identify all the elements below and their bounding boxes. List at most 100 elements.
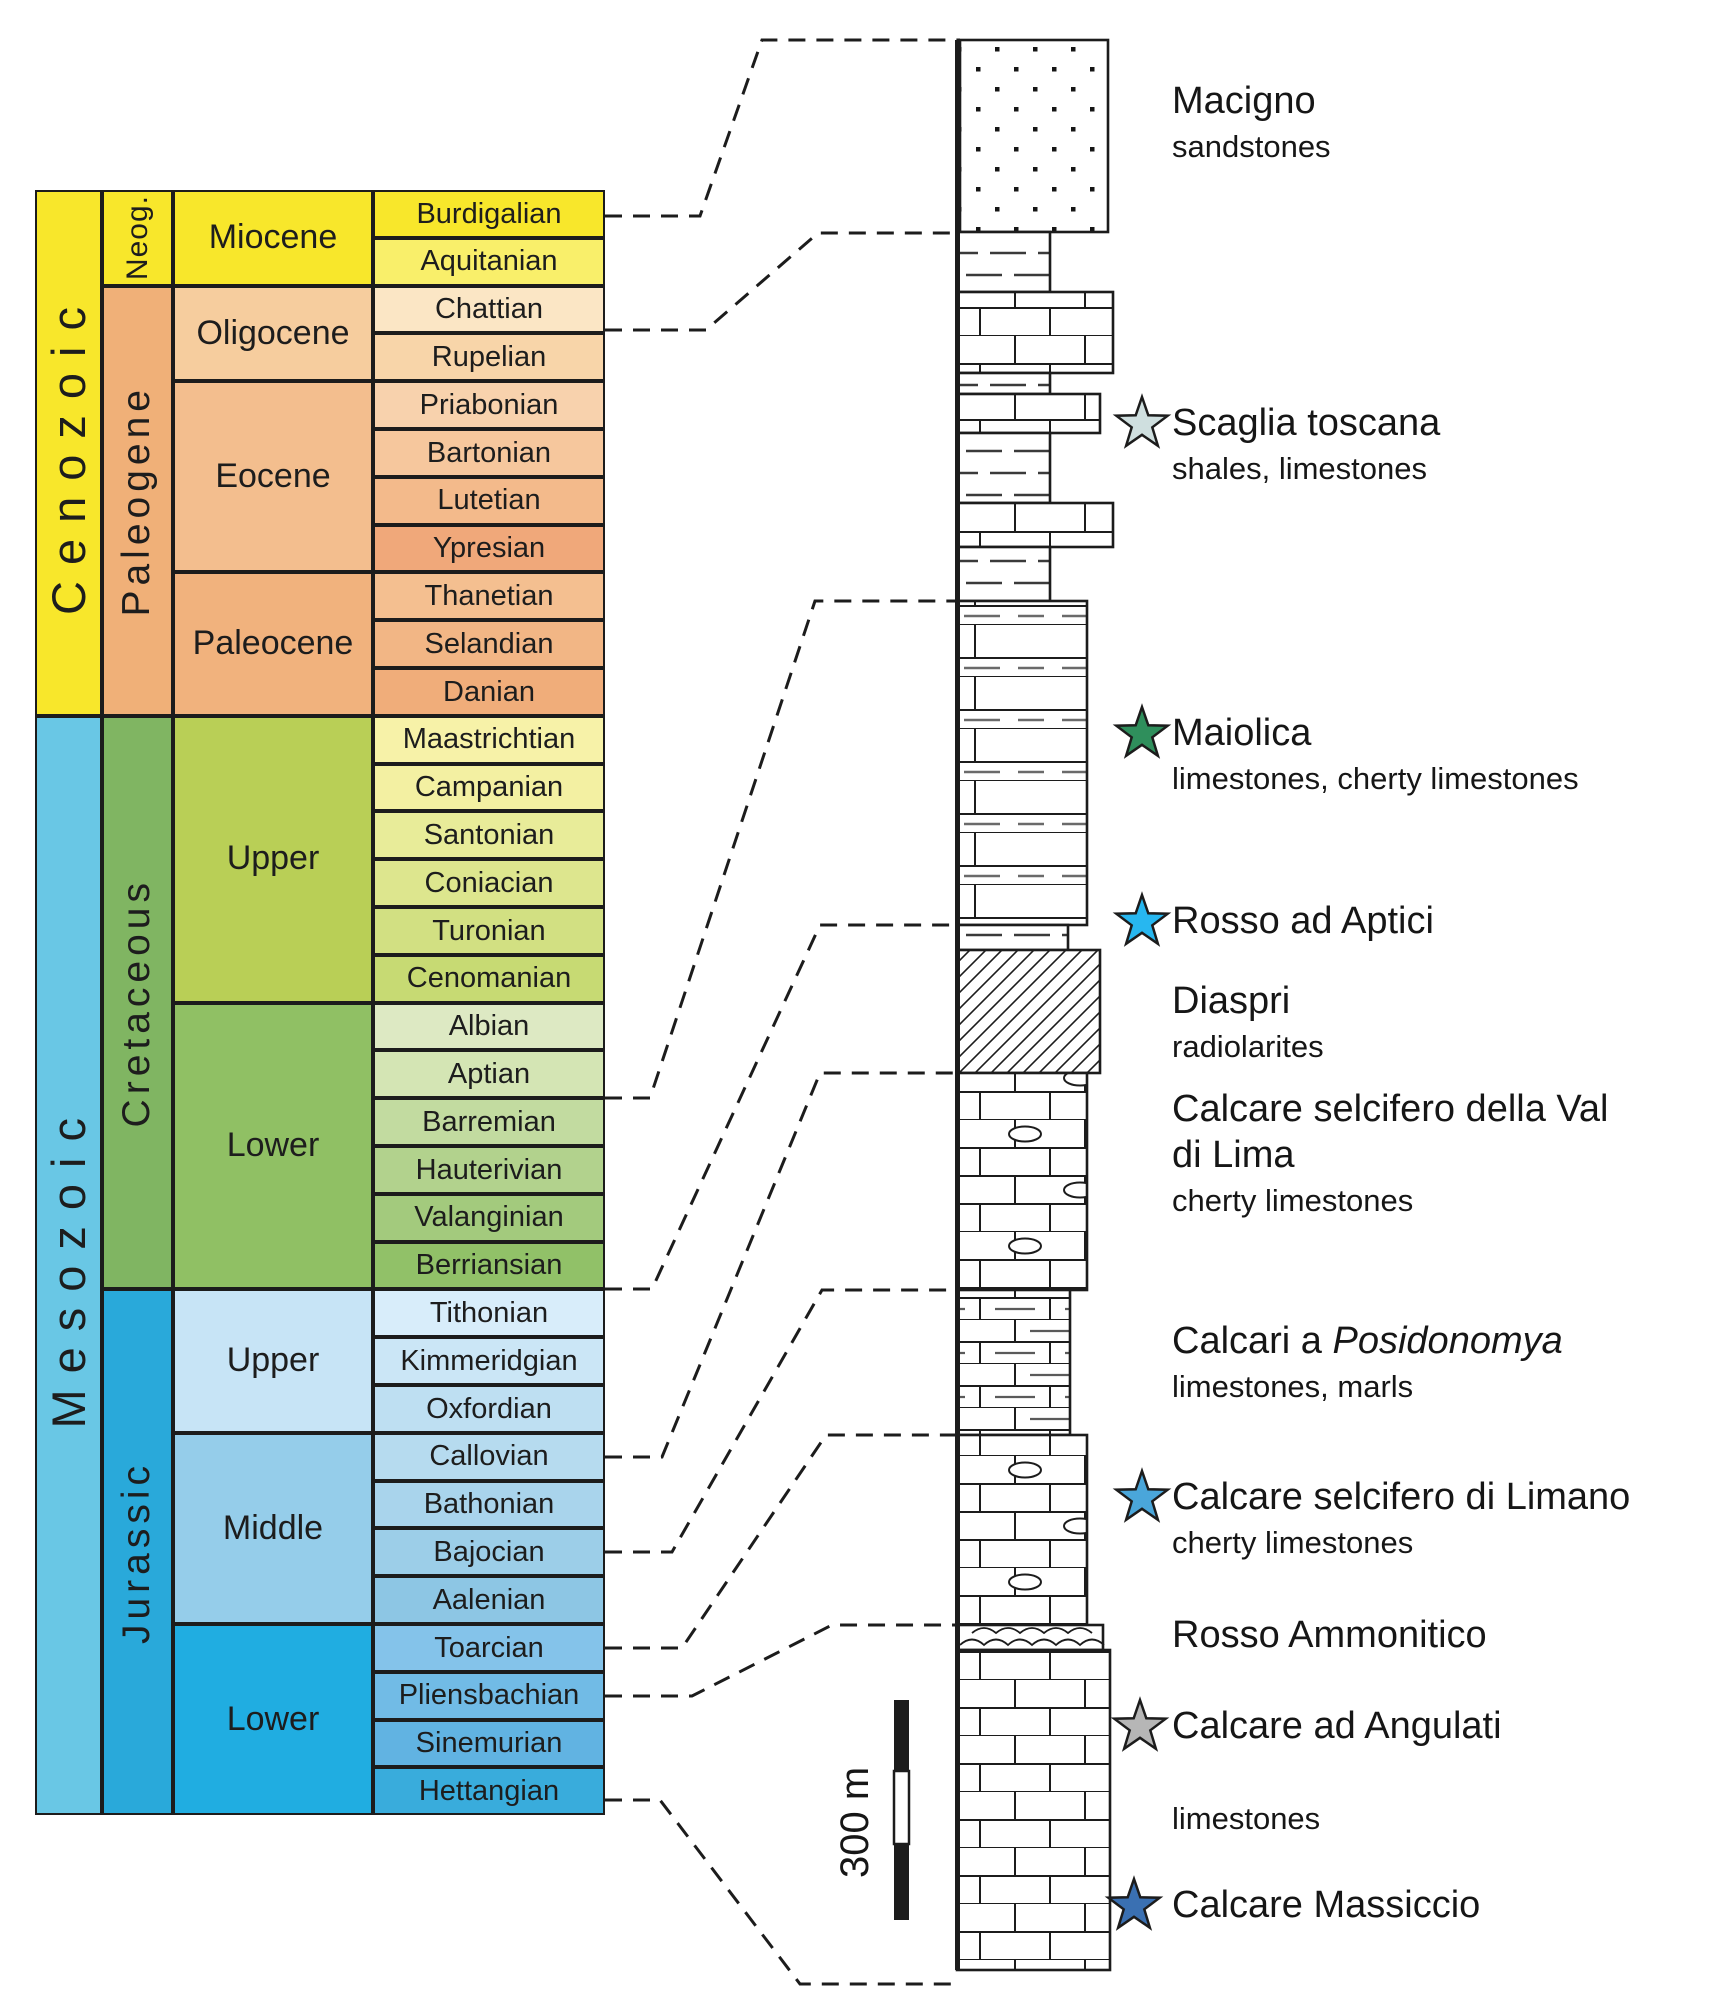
stage-cell-bajocian: Bajocian: [373, 1528, 605, 1577]
stage-cell-label: Selandian: [424, 627, 554, 660]
unit-rosso-ad-aptici: [955, 923, 1070, 952]
leader-line: [605, 1433, 957, 1650]
stage-cell-thanetian: Thanetian: [373, 572, 605, 621]
epoch-cell-8-lower: Lower: [173, 1624, 373, 1816]
stage-cell-label: Cenomanian: [406, 962, 572, 995]
epoch-cell-3-label: Paleocene: [192, 624, 354, 663]
stage-cell-tithonian: Tithonian: [373, 1289, 605, 1338]
unit-calcare-selcifero-di-limano: [955, 1433, 1089, 1627]
formation-label-calcare-selcifero-della-val-di-lima: Calcare selcifero della Val di Lima cherty…: [1172, 1086, 1609, 1220]
stage-cell-label: Aalenian: [432, 1583, 546, 1616]
stage-cell-ypresian: Ypresian: [373, 524, 605, 573]
stage-cell-label: Tithonian: [429, 1297, 549, 1330]
formation-title: Calcare Massiccio: [1172, 1884, 1481, 1926]
epoch-cell-7-label: Middle: [222, 1508, 324, 1547]
epoch-cell-4-label: Upper: [226, 839, 320, 878]
stage-cell-label: Pliensbachian: [398, 1679, 580, 1712]
unit-scaglia-toscana-limestone-1: [955, 290, 1115, 375]
period-cell-neog: Neog.: [102, 190, 173, 286]
star-icon-scaglia-toscana: [1112, 393, 1172, 449]
formation-subtitle: limestones, cherty limestones: [1172, 761, 1579, 796]
unit-calcare-selcifero-della-val-di-lima: [955, 1071, 1089, 1292]
formation-label-rosso-ad-aptici: Rosso ad Aptici: [1172, 898, 1434, 944]
stage-cell-label: Barremian: [422, 1105, 556, 1138]
stage-cell-label: Hauterivian: [415, 1153, 563, 1186]
epoch-cell-1-label: Oligocene: [196, 313, 350, 352]
unit-calcare-massiccio: [955, 1648, 1112, 1972]
leader-line: [605, 599, 957, 1100]
stage-cell-label: Bartonian: [426, 436, 552, 469]
star-icon-maiolica: [1112, 703, 1172, 759]
leader-line: [605, 1288, 957, 1554]
formation-title: Diaspri: [1172, 980, 1291, 1022]
epoch-cell-2-label: Eocene: [215, 456, 331, 495]
stage-cell-hettangian: Hettangian: [373, 1767, 605, 1816]
stage-cell-label: Oxfordian: [426, 1392, 552, 1425]
formation-subtitle: limestones, marls: [1172, 1369, 1414, 1404]
unit-macigno: [958, 38, 1110, 234]
leader-line: [605, 1798, 957, 1986]
stage-cell-label: Bathonian: [423, 1488, 555, 1521]
stage-cell-label: Kimmeridgian: [400, 1344, 578, 1377]
formation-label-macigno: Macigno sandstones: [1172, 78, 1331, 166]
formation-title: Calcare ad Angulati: [1172, 1705, 1502, 1747]
unit-scaglia-toscana-shale-2: [955, 371, 1052, 396]
formation-title: limestones: [1172, 1801, 1321, 1836]
formation-title: Calcare selcifero di Limano: [1172, 1476, 1631, 1518]
formation-title: Calcare selcifero della Val di Lima: [1172, 1088, 1609, 1176]
stage-cell-aalenian: Aalenian: [373, 1576, 605, 1624]
stage-cell-label: Aquitanian: [420, 245, 558, 278]
stage-cell-bartonian: Bartonian: [373, 429, 605, 477]
stage-cell-albian: Albian: [373, 1002, 605, 1051]
stage-cell-sinemurian: Sinemurian: [373, 1719, 605, 1768]
epoch-cell-0-miocene: Miocene: [173, 190, 373, 286]
formation-label-scaglia-toscana: Scaglia toscana shales, limestones: [1172, 400, 1440, 488]
unit-scaglia-toscana-shale-1: [955, 230, 1052, 294]
column-units: [955, 38, 1115, 1972]
stage-cell-label: Sinemurian: [415, 1727, 563, 1760]
period-cell-paleogene: Paleogene: [102, 285, 173, 716]
unit-scaglia-toscana-limestone-2: [955, 392, 1102, 435]
stage-cell-bathonian: Bathonian: [373, 1480, 605, 1529]
stage-cell-label: Albian: [448, 1010, 530, 1043]
stage-cell-label: Turonian: [432, 914, 546, 947]
stage-cell-label: Chattian: [434, 293, 543, 326]
stage-cell-toarcian: Toarcian: [373, 1624, 605, 1672]
stage-cell-callovian: Callovian: [373, 1432, 605, 1481]
formation-label-calcari-a-posidonomya: Calcari a Posidonomya limestones, marls: [1172, 1318, 1563, 1406]
formation-label-rosso-ammonitico: Rosso Ammonitico: [1172, 1612, 1487, 1658]
stage-cell-label: Aptian: [447, 1058, 531, 1091]
unit-maiolica: [955, 599, 1089, 927]
scale-bar-label: 300 m: [833, 1767, 877, 1878]
stage-cell-label: Santonian: [423, 819, 555, 852]
epoch-cell-1-oligocene: Oligocene: [173, 285, 373, 382]
stage-cell-burdigalian: Burdigalian: [373, 190, 605, 238]
stage-cell-label: Bajocian: [433, 1536, 545, 1569]
formation-stars: [1104, 393, 1172, 1931]
epoch-cell-2-eocene: Eocene: [173, 381, 373, 573]
stage-cell-label: Callovian: [429, 1440, 549, 1473]
epoch-cell-4-upper: Upper: [173, 715, 373, 1003]
stage-cell-santonian: Santonian: [373, 811, 605, 860]
leader-line: [605, 1071, 957, 1459]
formation-label-calcare-massiccio: Calcare Massiccio: [1172, 1882, 1480, 1928]
stage-cell-label: Priabonian: [419, 388, 559, 421]
scale-bar-segment-black-top: [894, 1700, 909, 1771]
formation-subtitle: shales, limestones: [1172, 451, 1428, 486]
formation-label-limestones: limestones: [1172, 1800, 1320, 1838]
stage-cell-rupelian: Rupelian: [373, 333, 605, 382]
epoch-cell-5-lower: Lower: [173, 1002, 373, 1290]
stage-cell-label: Ypresian: [432, 532, 546, 565]
formation-subtitle: cherty limestones: [1172, 1525, 1414, 1560]
formation-title: Macigno: [1172, 80, 1316, 122]
stage-cell-barremian: Barremian: [373, 1098, 605, 1146]
epoch-cell-7-middle: Middle: [173, 1432, 373, 1624]
leader-lines: [605, 38, 960, 1986]
stage-cell-cenomanian: Cenomanian: [373, 954, 605, 1003]
stage-cell-label: Rupelian: [431, 341, 547, 374]
scale-bar-segment-white: [892, 1769, 911, 1846]
formation-title: Scaglia toscana: [1172, 402, 1441, 444]
formation-subtitle: sandstones: [1172, 129, 1331, 164]
stage-cell-lutetian: Lutetian: [373, 476, 605, 525]
